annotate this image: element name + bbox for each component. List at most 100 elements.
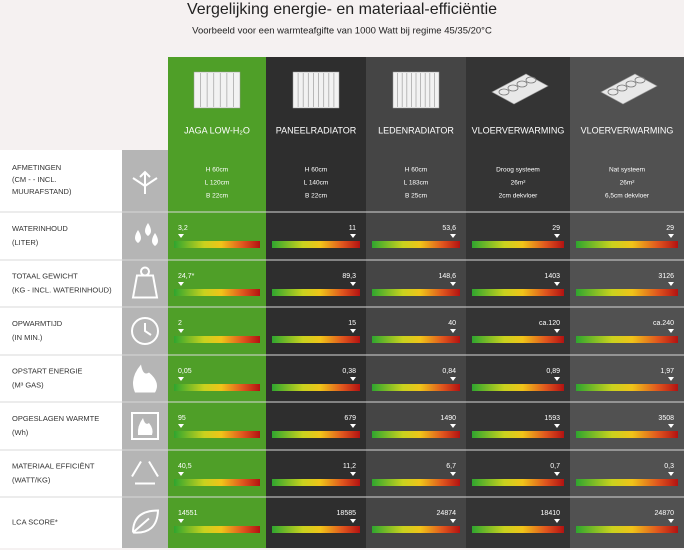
floor-pipe — [625, 80, 637, 88]
row-label: MUURAFSTAND) — [12, 187, 72, 196]
row-label: (KG - INCL. WATERINHOUD) — [12, 285, 112, 294]
value-text: 0,05 — [178, 368, 192, 375]
dimension-text: H 60cm — [405, 167, 427, 174]
dimension-text: B 22cm — [206, 193, 228, 200]
row-label: (WATT/KG) — [12, 475, 51, 484]
floor-pipe — [498, 88, 510, 96]
gauge-bar — [576, 479, 678, 486]
gauge-bar — [272, 241, 360, 248]
row-label: AFMETINGEN — [12, 163, 61, 172]
dimension-text: B 25cm — [405, 193, 427, 200]
column-header: PANEELRADIATOR — [276, 125, 357, 135]
floor-icon — [491, 73, 549, 105]
row-label: (Wh) — [12, 428, 29, 437]
value-marker — [554, 424, 560, 428]
value-marker — [178, 472, 184, 476]
value-marker — [450, 329, 456, 333]
value-text: 18585 — [337, 510, 357, 517]
value-text: 3,2 — [178, 225, 188, 232]
value-marker — [668, 472, 674, 476]
gauge-bar — [472, 526, 564, 533]
value-marker — [178, 329, 184, 333]
subtitle: Voorbeeld voor een warmteafgifte van 100… — [192, 26, 492, 37]
dimension-text: 26m² — [620, 180, 636, 187]
floor-pipe — [525, 76, 537, 84]
icon — [135, 230, 141, 243]
value-marker — [178, 282, 184, 286]
icon-column — [122, 150, 168, 548]
gauge-bar — [372, 431, 460, 438]
value-marker — [350, 282, 356, 286]
dimension-text: Droog systeem — [496, 167, 540, 174]
icon — [131, 317, 159, 345]
value-marker — [450, 282, 456, 286]
value-text: 679 — [344, 415, 356, 422]
value-marker — [554, 329, 560, 333]
value-marker — [450, 472, 456, 476]
gauge-bar — [272, 479, 360, 486]
floor-pipe — [634, 76, 646, 84]
value-marker — [178, 519, 184, 523]
value-text: 0,7 — [550, 463, 560, 470]
row-label: OPSTART ENERGIE — [12, 366, 82, 375]
icon — [131, 274, 159, 299]
value-text: 0,84 — [442, 368, 456, 375]
value-text: 0,38 — [342, 368, 356, 375]
gauge-bar — [576, 336, 678, 343]
row-label: (IN MIN.) — [12, 333, 43, 342]
value-text: 1403 — [544, 273, 560, 280]
value-marker — [668, 519, 674, 523]
value-marker — [450, 234, 456, 238]
dimension-text: L 183cm — [404, 180, 429, 187]
floor-pipe — [516, 80, 528, 88]
radiator-icon — [292, 71, 340, 109]
gauge-bar — [372, 526, 460, 533]
gauge-bar — [174, 479, 260, 486]
value-text: 0,3 — [664, 463, 674, 470]
icon — [144, 323, 152, 336]
gauge-bar — [174, 336, 260, 343]
dimension-text: 2cm dekvloer — [499, 193, 538, 200]
radiator-icon — [193, 71, 241, 109]
dimension-text: Nat systeem — [609, 167, 645, 174]
row-label: OPGESLAGEN WARMTE — [12, 414, 99, 423]
value-marker — [668, 424, 674, 428]
value-text: 3126 — [658, 273, 674, 280]
column-bg — [168, 57, 266, 548]
column-header: VLOERVERWARMING — [581, 125, 674, 135]
value-text: 24,7* — [178, 273, 195, 280]
gauge-bar — [174, 526, 260, 533]
value-text: 1,97 — [660, 368, 674, 375]
column-header: VLOERVERWARMING — [472, 125, 565, 135]
value-text: 29 — [666, 225, 674, 232]
value-marker — [178, 377, 184, 381]
value-text: 2 — [178, 320, 182, 327]
value-marker — [450, 519, 456, 523]
value-text: 24874 — [437, 510, 457, 517]
icon — [137, 418, 153, 435]
gauge-bar — [372, 336, 460, 343]
value-text: 11 — [349, 225, 356, 232]
value-text: 53,6 — [442, 225, 456, 232]
icon — [152, 233, 158, 246]
value-marker — [350, 377, 356, 381]
dimension-text: L 120cm — [205, 180, 230, 187]
value-marker — [554, 519, 560, 523]
value-text: 40,5 — [178, 463, 192, 470]
value-marker — [554, 282, 560, 286]
column-bg — [366, 57, 466, 548]
column-bg — [266, 57, 366, 548]
value-text: 11,2 — [343, 463, 356, 470]
value-marker — [178, 234, 184, 238]
row-label: WATERINHOUD — [12, 224, 68, 233]
row-label: (M³ GAS) — [12, 380, 44, 389]
icon — [145, 223, 151, 236]
value-marker — [668, 282, 674, 286]
value-marker — [350, 329, 356, 333]
icon — [133, 364, 157, 393]
dimension-text: B 22cm — [305, 193, 327, 200]
floor-pipe — [507, 84, 519, 92]
gauge-bar — [576, 431, 678, 438]
gauge-bar — [174, 431, 260, 438]
row-label: (CM - - INCL. — [12, 175, 57, 184]
